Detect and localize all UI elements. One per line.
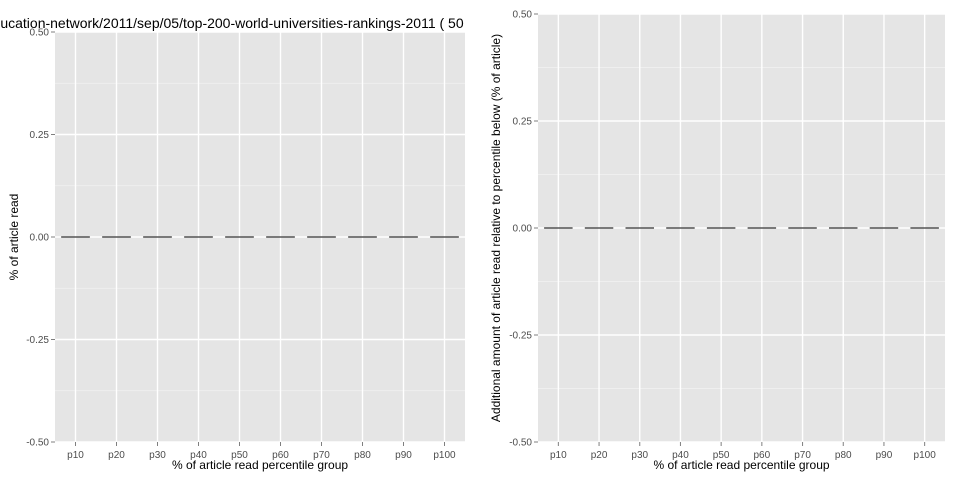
y-tick-label: 0.25 [513, 117, 533, 128]
bar-p100 [910, 227, 939, 229]
x-tick-label: p90 [876, 450, 893, 461]
bar-p30 [625, 227, 654, 229]
bar-p80 [829, 227, 858, 229]
x-tick-label: p90 [395, 450, 412, 461]
x-tick-label: p40 [190, 450, 207, 461]
x-tick-label: p80 [354, 450, 371, 461]
bar-p10 [544, 227, 573, 229]
y-tick-label: -0.25 [26, 335, 49, 346]
y-tick-label: -0.50 [26, 438, 49, 449]
y-tick-label: 0.25 [30, 130, 50, 141]
right-chart: -0.50 -0.25 0.00 0.25 0.50 p10 p20 p30 p40 p50 p60… [489, 10, 945, 472]
x-axis-title: % of article read percentile group [172, 458, 348, 472]
left-chart: -0.50 -0.25 0.00 0.25 0.50 p10 p20 p30 p40 p50 p60… [0, 15, 465, 472]
bar-p90 [389, 236, 418, 238]
bar-p70 [307, 236, 336, 238]
y-tick-label: -0.50 [509, 438, 532, 449]
bar-p40 [184, 236, 213, 238]
y-tick-label: 0.00 [513, 224, 533, 235]
bar-p70 [788, 227, 817, 229]
bar-p30 [143, 236, 172, 238]
x-tick-label: p30 [149, 450, 166, 461]
x-tick-label: p80 [835, 450, 852, 461]
bar-p90 [869, 227, 899, 229]
bar-p100 [430, 236, 459, 238]
x-tick-label: p70 [794, 450, 811, 461]
bar-p40 [666, 227, 695, 229]
y-tick-label: 0.50 [30, 28, 50, 39]
x-tick-label: p20 [591, 450, 608, 461]
bar-p50 [706, 227, 736, 229]
y-tick-label: 0.00 [30, 233, 50, 244]
bar-p20 [102, 236, 131, 238]
x-tick-label: p100 [914, 450, 937, 461]
x-tick-label: p50 [231, 450, 248, 461]
x-tick-label: p30 [631, 450, 648, 461]
x-tick-label: p50 [713, 450, 730, 461]
bar-p20 [584, 227, 614, 229]
x-tick-label: p20 [108, 450, 125, 461]
x-tick-label: p60 [272, 450, 289, 461]
bar-p60 [266, 236, 295, 238]
bar-p50 [225, 236, 254, 238]
bar-p60 [747, 227, 777, 229]
x-axis-title: % of article read percentile group [653, 458, 829, 472]
y-tick-label: 0.50 [513, 10, 533, 21]
x-tick-label: p60 [754, 450, 771, 461]
x-tick-label: p40 [672, 450, 689, 461]
x-tick-label: p70 [313, 450, 330, 461]
y-axis-title: % of article read [7, 194, 21, 281]
x-tick-label: p100 [433, 450, 456, 461]
chart-title: ucation-network/2011/sep/05/top-200-worl… [0, 15, 463, 31]
x-tick-label: p10 [67, 450, 84, 461]
x-tick-label: p10 [550, 450, 567, 461]
y-tick-label: -0.25 [509, 331, 532, 342]
bar-p10 [61, 236, 90, 238]
bar-p80 [348, 236, 377, 238]
y-axis-title: Additional amount of article read relati… [489, 34, 503, 422]
